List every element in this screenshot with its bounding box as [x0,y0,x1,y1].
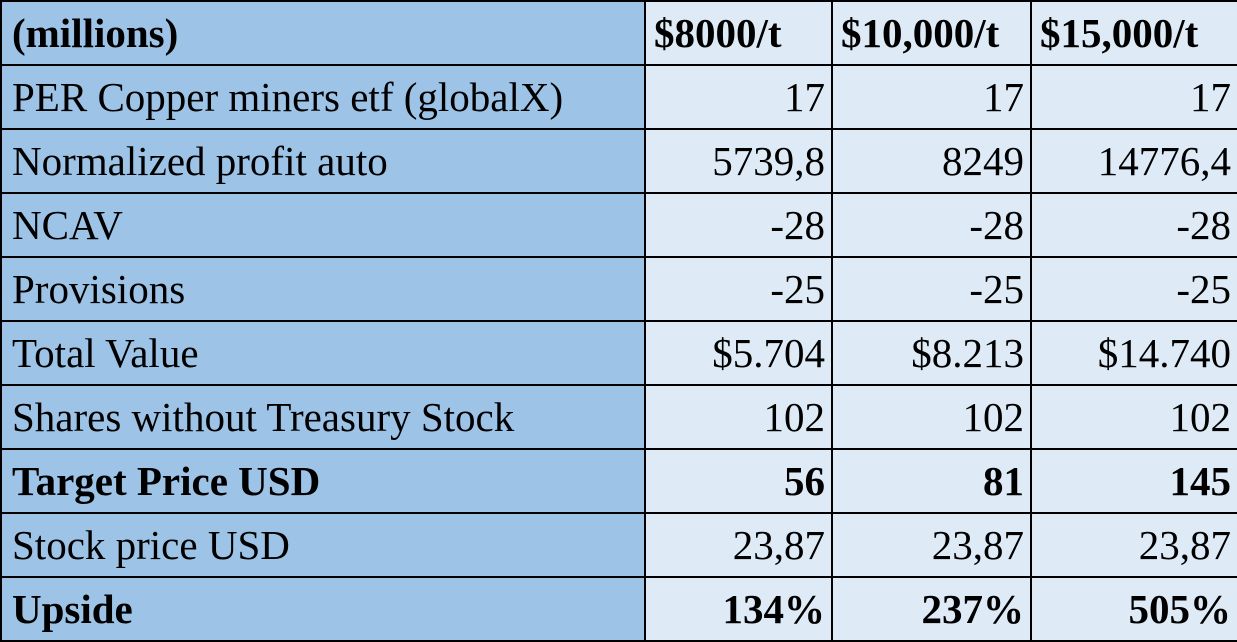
row-value: 17 [644,64,833,130]
table-row-ncav: NCAV -28 -28 -28 [0,192,1237,258]
row-value: -28 [644,192,833,258]
table-row-stock-price: Stock price USD 23,87 23,87 23,87 [0,512,1237,578]
table-row-normalized-profit: Normalized profit auto 5739,8 8249 14776… [0,128,1237,194]
row-value: 145 [1030,448,1237,514]
table-row-total-value: Total Value $5.704 $8.213 $14.740 [0,320,1237,386]
table-row-per: PER Copper miners etf (globalX) 17 17 17 [0,64,1237,130]
row-value: 102 [1030,384,1237,450]
header-label-cell: (millions) [0,0,646,66]
table-header-row: (millions) $8000/t $10,000/t $15,000/t [0,0,1237,66]
table-row-shares: Shares without Treasury Stock 102 102 10… [0,384,1237,450]
row-value: 102 [831,384,1032,450]
row-label: Upside [0,576,646,642]
row-label: NCAV [0,192,646,258]
row-value: 23,87 [1030,512,1237,578]
row-value: $14.740 [1030,320,1237,386]
row-value: 237% [831,576,1032,642]
row-value: 17 [831,64,1032,130]
row-value: -25 [644,256,833,322]
row-value: 134% [644,576,833,642]
row-value: 81 [831,448,1032,514]
table-row-upside: Upside 134% 237% 505% [0,576,1237,642]
row-value: 102 [644,384,833,450]
row-label: Provisions [0,256,646,322]
row-label: PER Copper miners etf (globalX) [0,64,646,130]
column-header-15000: $15,000/t [1030,0,1237,66]
column-header-10000: $10,000/t [831,0,1032,66]
row-value: 23,87 [831,512,1032,578]
row-label: Normalized profit auto [0,128,646,194]
row-value: $8.213 [831,320,1032,386]
row-value: 17 [1030,64,1237,130]
row-label: Target Price USD [0,448,646,514]
row-value: 505% [1030,576,1237,642]
row-value: -25 [831,256,1032,322]
row-value: 8249 [831,128,1032,194]
column-header-8000: $8000/t [644,0,833,66]
row-value: 56 [644,448,833,514]
table-row-target-price: Target Price USD 56 81 145 [0,448,1237,514]
row-value: -28 [831,192,1032,258]
row-label: Stock price USD [0,512,646,578]
row-value: -25 [1030,256,1237,322]
row-label: Total Value [0,320,646,386]
table-row-provisions: Provisions -25 -25 -25 [0,256,1237,322]
row-label: Shares without Treasury Stock [0,384,646,450]
row-value: 23,87 [644,512,833,578]
row-value: -28 [1030,192,1237,258]
row-value: 14776,4 [1030,128,1237,194]
row-value: $5.704 [644,320,833,386]
row-value: 5739,8 [644,128,833,194]
